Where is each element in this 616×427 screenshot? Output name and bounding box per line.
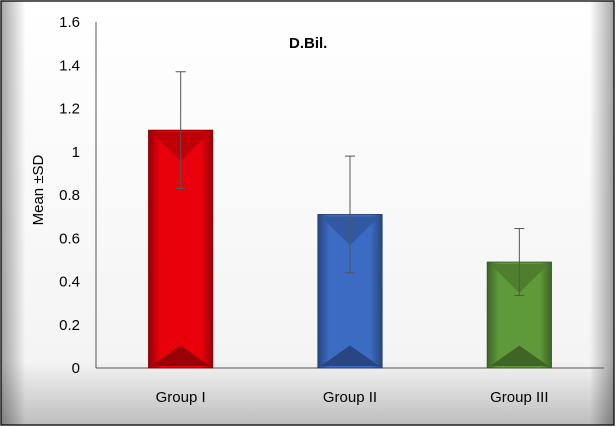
- y-tick-label: 0: [72, 360, 80, 377]
- y-axis-title: Mean ±SD: [30, 154, 47, 225]
- y-tick-label: 0.8: [59, 187, 80, 204]
- y-tick-label: 1: [72, 144, 80, 161]
- category-labels: Group I Group II Group III: [156, 389, 549, 406]
- bar-bottom-bevel: [151, 345, 210, 366]
- y-tick-labels: 0 0.2 0.4 0.6 0.8 1 1.2 1.4 1.6: [59, 14, 80, 377]
- bar-group-i: [148, 129, 214, 369]
- x-tick-label: Group II: [323, 389, 377, 406]
- error-bars: [175, 71, 525, 297]
- y-tick-label: 1.2: [59, 101, 80, 118]
- y-tick-label: 1.4: [59, 57, 80, 74]
- bar-bottom-bevel: [490, 345, 549, 366]
- y-tick-label: 0.4: [59, 274, 80, 291]
- x-tick-label: Group I: [156, 389, 206, 406]
- y-tick-label: 0.6: [59, 230, 80, 247]
- chart-title: D.Bil.: [289, 35, 327, 52]
- y-tick-label: 1.6: [59, 14, 80, 31]
- bar-bottom-bevel: [320, 345, 380, 366]
- x-tick-label: Group III: [490, 389, 548, 406]
- y-tick-label: 0.2: [59, 317, 80, 334]
